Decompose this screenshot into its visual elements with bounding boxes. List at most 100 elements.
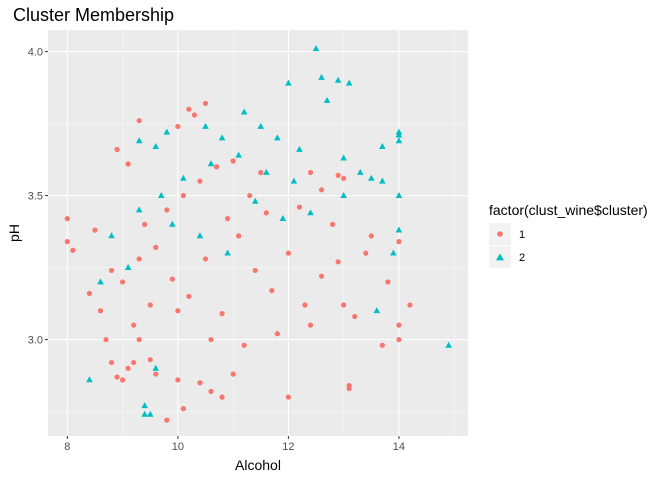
point-cluster-1 [263,210,269,216]
point-cluster-2 [345,79,353,86]
point-cluster-1 [108,267,115,274]
point-cluster-1 [352,313,358,320]
point-cluster-1 [180,192,186,199]
point-cluster-2 [373,307,381,314]
point-cluster-2 [157,191,165,198]
point-cluster-2 [274,134,281,141]
point-cluster-2 [390,249,397,256]
point-cluster-1 [136,256,142,262]
point-cluster-2 [307,209,314,216]
point-cluster-1 [202,100,209,107]
point-cluster-2 [235,151,242,158]
point-cluster-1 [136,118,142,124]
point-cluster-1 [120,279,126,285]
point-cluster-1 [407,302,413,308]
point-cluster-1 [97,308,104,314]
point-cluster-2 [135,137,143,144]
point-cluster-1 [86,290,93,297]
point-cluster-1 [396,239,402,245]
y-axis: 3.0 3.5 4.0 [28,47,48,347]
data-points [64,45,452,423]
point-cluster-2 [152,143,160,150]
point-cluster-1 [213,164,220,170]
point-cluster-2 [379,177,386,184]
point-cluster-1 [186,293,192,299]
point-cluster-2 [262,168,270,175]
point-cluster-2 [146,410,154,417]
point-cluster-1 [164,417,170,423]
point-cluster-2 [395,137,403,144]
point-cluster-1 [131,322,137,328]
point-cluster-1 [230,158,236,164]
point-cluster-1 [274,331,280,337]
point-cluster-2 [340,191,347,198]
point-cluster-2 [379,143,386,150]
point-cluster-1 [236,233,242,239]
y-axis-title: pH [6,224,22,242]
point-cluster-1 [92,227,98,233]
point-cluster-2 [141,410,149,417]
point-cluster-2 [367,174,375,181]
point-cluster-1 [341,175,347,181]
point-cluster-1 [186,106,192,112]
point-cluster-1 [180,406,186,412]
point-cluster-2 [356,168,364,175]
point-cluster-1 [247,192,253,199]
point-cluster-2 [108,232,115,239]
legend-label-1: 1 [519,229,525,241]
point-cluster-1 [147,302,153,308]
point-cluster-2 [296,145,303,152]
point-cluster-1 [125,365,131,371]
point-cluster-1 [269,287,275,294]
point-cluster-1 [153,244,159,250]
legend-title: factor(clust_wine$cluster) [489,202,648,218]
point-cluster-1 [302,302,308,308]
point-cluster-2 [207,160,215,167]
point-cluster-1 [147,357,153,363]
point-cluster-2 [240,108,248,115]
point-cluster-1 [252,267,258,274]
point-cluster-2 [163,128,171,135]
point-cluster-1 [153,371,159,377]
point-cluster-1 [258,169,264,176]
point-cluster-1 [335,259,341,265]
point-cluster-1 [379,342,385,348]
legend-triangle-marker [496,253,504,261]
point-cluster-1 [346,385,352,392]
point-cluster-1 [191,112,198,118]
point-cluster-1 [363,250,369,256]
point-cluster-1 [396,336,402,343]
point-cluster-2 [251,197,259,204]
point-cluster-2 [395,226,403,233]
point-cluster-1 [197,380,203,386]
point-cluster-1 [197,178,203,184]
point-cluster-1 [120,377,126,383]
point-cluster-1 [114,374,120,380]
point-cluster-1 [225,216,231,222]
point-cluster-1 [164,207,170,213]
y-tick-label: 3.5 [28,191,43,203]
point-cluster-1 [330,221,336,227]
point-cluster-2 [224,249,231,256]
point-cluster-1 [70,247,76,253]
point-cluster-1 [318,273,325,279]
point-cluster-2 [152,364,160,371]
point-cluster-2 [202,122,209,129]
point-cluster-2 [141,402,149,409]
point-cluster-2 [318,73,325,80]
point-cluster-1 [175,308,181,314]
point-cluster-1 [230,371,236,377]
point-cluster-1 [208,336,214,343]
point-cluster-2 [340,154,347,161]
point-cluster-2 [124,263,132,270]
x-tick-label: 8 [64,441,70,453]
point-cluster-1 [202,256,209,262]
point-cluster-1 [169,276,175,282]
point-cluster-1 [131,359,137,366]
point-cluster-2 [445,341,452,348]
x-tick-label: 10 [172,441,184,453]
x-axis-title: Alcohol [235,457,281,473]
point-cluster-2 [395,191,403,198]
point-cluster-2 [395,131,403,138]
point-cluster-2 [196,232,204,239]
